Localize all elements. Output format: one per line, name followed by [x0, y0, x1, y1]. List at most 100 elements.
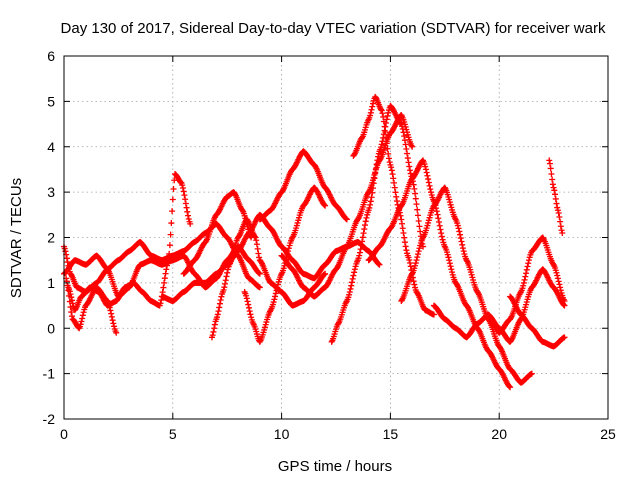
data-point: [185, 215, 192, 222]
data-point: [63, 278, 70, 285]
y-tick-label: 2: [47, 230, 55, 246]
data-point: [428, 189, 435, 196]
data-point: [436, 222, 443, 229]
data-point: [356, 249, 363, 256]
data-point: [181, 192, 188, 199]
data-point: [366, 204, 373, 211]
data-point: [187, 220, 194, 227]
data-point: [253, 237, 260, 244]
data-point: [557, 223, 564, 230]
data-point: [163, 266, 170, 273]
data-point: [369, 185, 376, 192]
data-point: [358, 242, 365, 249]
data-point: [438, 233, 445, 240]
data-point: [169, 196, 176, 203]
y-tick-label: 3: [47, 184, 55, 200]
y-tick-label: 6: [47, 48, 55, 64]
data-point: [184, 208, 191, 215]
data-point: [406, 163, 413, 170]
data-point: [413, 201, 420, 208]
data-point: [555, 278, 562, 285]
y-tick-label: 0: [47, 320, 55, 336]
data-point: [403, 146, 410, 153]
y-tick-label: 4: [47, 139, 55, 155]
data-point: [273, 287, 280, 294]
data-point: [561, 334, 568, 341]
data-point: [439, 236, 446, 243]
data-point: [359, 134, 366, 141]
data-point: [549, 181, 556, 188]
series-sat-h: [241, 184, 329, 345]
data-point: [528, 370, 535, 377]
data-point: [223, 273, 230, 280]
data-point: [404, 150, 411, 157]
data-point: [446, 257, 453, 264]
series-sat-k: [328, 102, 427, 345]
data-point: [413, 257, 420, 264]
data-point: [80, 309, 87, 316]
data-point: [414, 212, 421, 219]
data-point: [65, 287, 72, 294]
series-sat-g: [208, 216, 329, 341]
x-tick-label: 5: [169, 426, 177, 442]
data-point: [406, 257, 413, 264]
series-sat-i: [256, 148, 350, 223]
data-point: [214, 311, 221, 318]
data-point: [448, 266, 455, 273]
chart-title: Day 130 of 2017, Sidereal Day-to-day VTE…: [61, 20, 606, 37]
data-point: [247, 311, 254, 318]
data-point: [388, 167, 395, 174]
data-point: [416, 223, 423, 230]
data-point: [220, 286, 227, 293]
data-point: [246, 308, 253, 315]
data-point: [411, 185, 418, 192]
data-point: [170, 185, 177, 192]
data-point: [68, 313, 75, 320]
x-tick-label: 0: [60, 426, 68, 442]
x-tick-labels: 0 5 10 15 20 25: [60, 426, 616, 442]
data-point: [61, 245, 68, 252]
data-point: [78, 318, 85, 325]
data-point: [554, 272, 561, 279]
data-point: [363, 214, 370, 221]
data-point: [108, 313, 115, 320]
data-point: [168, 220, 175, 227]
data-point: [377, 106, 384, 113]
data-point: [422, 163, 429, 170]
data-point: [457, 231, 464, 238]
data-point: [449, 269, 456, 276]
data-point: [171, 177, 178, 184]
data-point: [401, 239, 408, 246]
data-point: [383, 134, 390, 141]
data-point: [560, 301, 567, 308]
data-point: [552, 195, 559, 202]
data-point: [229, 253, 236, 260]
data-point: [408, 142, 415, 149]
data-point: [416, 245, 423, 252]
data-point: [409, 143, 416, 150]
data-point: [107, 307, 114, 314]
data-point: [552, 191, 559, 198]
data-point: [523, 270, 530, 277]
data-point: [457, 235, 464, 242]
data-point: [415, 248, 422, 255]
data-point: [254, 245, 261, 252]
data-point: [523, 266, 530, 273]
data-point: [546, 160, 553, 167]
data-point: [392, 189, 399, 196]
data-point: [369, 189, 376, 196]
data-point: [322, 270, 329, 277]
series-sat-c: [65, 170, 194, 314]
data-point: [348, 282, 355, 289]
data-point: [256, 270, 263, 277]
data-point: [430, 311, 437, 318]
data-point: [551, 187, 558, 194]
data-point: [377, 144, 384, 151]
data-point: [459, 245, 466, 252]
data-point: [422, 166, 429, 173]
y-tick-label: 1: [47, 275, 55, 291]
data-point: [555, 210, 562, 217]
y-tick-label: 5: [47, 93, 55, 109]
data-point: [520, 282, 527, 289]
data-point: [346, 291, 353, 298]
